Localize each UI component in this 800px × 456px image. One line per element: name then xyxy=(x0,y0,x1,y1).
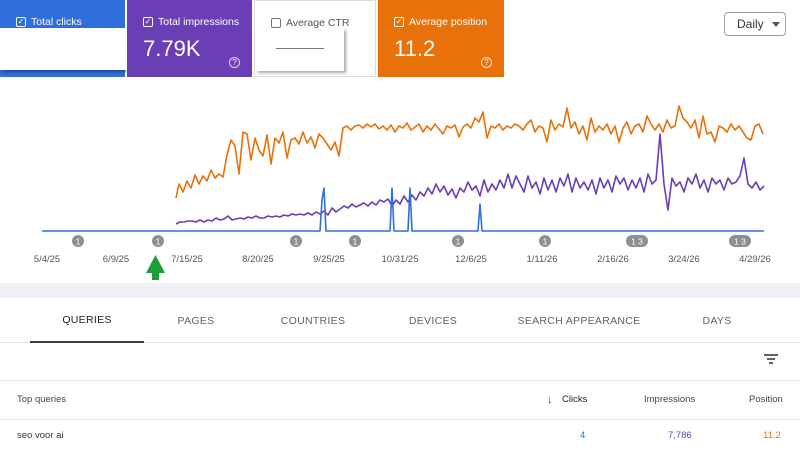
redaction-line xyxy=(276,48,324,49)
checkbox-checked-icon[interactable]: ✓ xyxy=(394,17,404,27)
date-granularity-value: Daily xyxy=(737,17,764,31)
total-impressions-line xyxy=(175,133,765,225)
chart-series xyxy=(42,105,765,232)
table-row[interactable]: seo voor ai 4 7,786 11.2 xyxy=(0,420,800,454)
x-axis-ticks: 5/4/25 6/9/25 7/15/25 8/20/25 9/25/25 10/31/2… xyxy=(34,254,771,265)
report-table-panel: QUERIES PAGES COUNTRIES DEVICES SEARCH A… xyxy=(0,298,800,456)
x-tick-label: 4/29/26 xyxy=(739,254,771,265)
column-header-impressions[interactable]: Impressions xyxy=(644,394,696,405)
average-position-card[interactable]: ✓ Average position 11.2 ? xyxy=(378,0,504,77)
annotation-marker-label: 1 3 xyxy=(734,237,746,247)
table-header: Top queries ↓ Clicks Impressions Positio… xyxy=(0,380,800,420)
redaction-patch xyxy=(256,28,344,71)
checkbox-unchecked-icon[interactable] xyxy=(271,18,281,28)
x-tick-label: 5/4/25 xyxy=(34,254,60,265)
help-icon[interactable]: ? xyxy=(229,57,240,68)
average-ctr-label: Average CTR xyxy=(286,17,350,29)
annotation-marker[interactable] xyxy=(729,235,751,247)
annotation-marker-label: 1 xyxy=(353,237,358,247)
checkbox-checked-icon[interactable]: ✓ xyxy=(143,17,153,27)
total-clicks-label: Total clicks xyxy=(31,16,82,28)
annotation-marker[interactable] xyxy=(539,235,551,247)
caret-down-icon xyxy=(771,21,780,27)
x-tick-label: 3/24/26 xyxy=(668,254,700,265)
tab-queries[interactable]: QUERIES xyxy=(30,298,144,343)
impressions-cell: 7,786 xyxy=(668,430,692,441)
total-impressions-label: Total impressions xyxy=(158,16,240,28)
average-position-value: 11.2 xyxy=(394,36,436,61)
annotation-marker-label: 1 xyxy=(456,237,461,247)
tab-countries[interactable]: COUNTRIES xyxy=(280,314,346,327)
tab-pages[interactable]: PAGES xyxy=(177,314,215,327)
tab-devices[interactable]: DEVICES xyxy=(408,314,458,327)
clicks-cell: 4 xyxy=(580,430,586,441)
annotation-marker[interactable] xyxy=(290,235,302,247)
annotation-marker[interactable] xyxy=(152,235,164,247)
annotation-marker[interactable] xyxy=(626,235,648,247)
query-cell: seo voor ai xyxy=(17,430,64,441)
column-header-position[interactable]: Position xyxy=(749,394,783,405)
date-granularity-select[interactable]: Daily xyxy=(724,12,786,36)
redaction-patch xyxy=(0,28,128,70)
annotation-marker-label: 1 3 xyxy=(631,237,643,247)
tab-days[interactable]: DAYS xyxy=(702,314,732,327)
average-position-label: Average position xyxy=(409,16,488,28)
column-header-clicks[interactable]: Clicks xyxy=(562,394,588,405)
annotation-marker[interactable] xyxy=(349,235,361,247)
total-impressions-card[interactable]: ✓ Total impressions 7.79K ? xyxy=(127,0,252,77)
total-impressions-value: 7.79K xyxy=(143,36,201,61)
annotation-marker[interactable] xyxy=(72,235,84,247)
help-icon[interactable]: ? xyxy=(481,57,492,68)
x-tick-label: 1/11/26 xyxy=(527,254,558,265)
sort-arrow-icon[interactable]: ↓ xyxy=(547,394,553,406)
performance-line-chart: 1 1 1 1 1 1 1 3 1 3 5/4/25 6/9/25 7/15/25 8/20/25 9… xyxy=(34,105,771,280)
annotation-marker-label: 1 xyxy=(76,237,81,247)
x-tick-label: 8/20/25 xyxy=(242,254,274,265)
annotation-marker-label: 1 xyxy=(543,237,548,247)
x-tick-label: 9/25/25 xyxy=(313,254,345,265)
total-clicks-line xyxy=(42,187,764,232)
position-cell: 11.2 xyxy=(763,430,781,441)
annotation-marker[interactable] xyxy=(452,235,464,247)
annotation-marker-label: 1 xyxy=(294,237,299,247)
x-tick-label: 7/15/25 xyxy=(171,254,203,265)
x-tick-label: 2/16/26 xyxy=(597,254,629,265)
annotation-markers: 1 1 1 1 1 1 1 3 1 3 xyxy=(72,235,751,247)
checkbox-checked-icon[interactable]: ✓ xyxy=(16,17,26,27)
x-tick-label: 10/31/25 xyxy=(382,254,419,265)
annotation-arrow xyxy=(146,255,165,280)
average-position-line xyxy=(175,105,764,199)
filter-icon[interactable] xyxy=(764,354,778,364)
x-tick-label: 6/9/25 xyxy=(103,254,129,265)
column-header-top-queries[interactable]: Top queries xyxy=(17,394,67,405)
x-tick-label: 12/6/25 xyxy=(455,254,487,265)
dimension-tabs: QUERIES PAGES COUNTRIES DEVICES SEARCH A… xyxy=(0,298,800,343)
annotation-marker-label: 1 xyxy=(156,237,161,247)
tab-search-appearance[interactable]: SEARCH APPEARANCE xyxy=(517,314,641,327)
